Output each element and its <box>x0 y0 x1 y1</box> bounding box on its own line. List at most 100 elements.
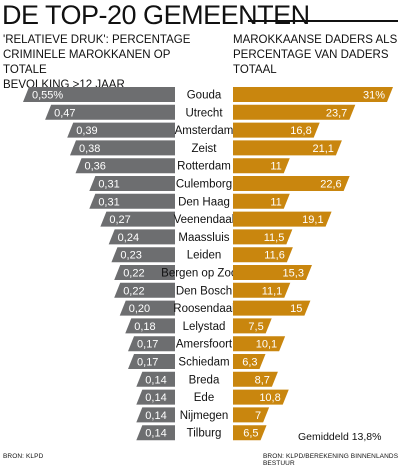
right-bar <box>233 371 278 387</box>
right-bar <box>233 336 286 352</box>
right-bar <box>233 354 266 369</box>
source-left: Bron: KLPD <box>3 453 44 460</box>
right-bar <box>233 158 290 174</box>
left-bar-label: 0,47 <box>54 107 75 119</box>
left-bar <box>108 229 175 245</box>
left-bar <box>67 122 175 138</box>
right-bar <box>233 282 291 298</box>
right-bar-label: 16,8 <box>290 125 311 137</box>
left-bar <box>136 407 175 423</box>
left-bar-label: 0,14 <box>145 392 166 404</box>
right-bar-label: 7 <box>255 410 261 422</box>
right-bar <box>233 300 311 316</box>
left-bar-label: 0,14 <box>145 410 166 422</box>
right-bar-label: 23,7 <box>326 107 347 119</box>
category-label: Utrecht <box>185 107 223 119</box>
category-label: Amsterdam <box>175 125 234 137</box>
right-subtitle: Marokkaanse daders als percentage van da… <box>233 34 398 76</box>
left-bar-label: 0,27 <box>109 214 130 226</box>
right-bar <box>233 87 393 102</box>
left-bar <box>114 265 175 280</box>
category-label: Bergen op Zoom <box>161 268 247 280</box>
right-bar <box>233 425 267 441</box>
left-bar-label: 0,38 <box>79 143 100 155</box>
right-bar-label: 22,6 <box>320 179 341 191</box>
category-label: Den Bosch <box>176 285 232 297</box>
category-label: Leiden <box>187 250 222 262</box>
right-bar <box>233 247 293 263</box>
left-bar <box>128 354 175 369</box>
left-bar <box>89 176 175 191</box>
left-bar <box>89 193 175 209</box>
left-bar-label: 0,31 <box>98 179 119 191</box>
right-bar-label: 10,1 <box>256 339 277 351</box>
left-bar-label: 0,17 <box>137 357 158 369</box>
category-label: Nijmegen <box>180 410 229 422</box>
right-bar-label: 11,5 <box>264 232 285 244</box>
category-label: Gouda <box>187 90 222 102</box>
left-bar-label: 0,17 <box>137 339 158 351</box>
right-bar-label: 8,7 <box>255 374 270 386</box>
category-label: Breda <box>189 374 220 386</box>
category-label: Culemborg <box>176 179 232 191</box>
right-bar <box>233 407 270 423</box>
right-bar-label: 6,3 <box>242 357 257 369</box>
left-bar <box>125 318 175 334</box>
left-bar-label: 0,20 <box>129 303 150 315</box>
left-bar-label: 0,23 <box>120 250 141 262</box>
category-label: Den Haag <box>178 196 230 208</box>
category-label: Roosendaal <box>173 303 234 315</box>
right-bar <box>233 211 332 227</box>
left-bar <box>23 87 175 102</box>
left-bar <box>136 371 175 387</box>
right-bar-label: 11,6 <box>264 250 285 262</box>
right-bar-label: 21,1 <box>312 143 333 155</box>
left-bar <box>100 211 175 227</box>
category-label: Ede <box>194 392 214 404</box>
left-bar <box>119 300 175 316</box>
category-label: Amersfoort <box>176 339 233 351</box>
left-bar-label: 0,55% <box>32 90 63 102</box>
left-bar-label: 0,18 <box>134 321 155 333</box>
category-label: Tilburg <box>187 428 222 440</box>
left-bar <box>136 389 175 405</box>
left-bar-label: 0,24 <box>118 232 139 244</box>
category-label: Lelystad <box>183 321 226 333</box>
category-label: Zeist <box>192 143 218 155</box>
average-label: Gemiddeld 13,8% <box>298 431 382 443</box>
category-label: Rotterdam <box>177 161 231 173</box>
left-bar-label: 0,14 <box>145 374 166 386</box>
right-bar-label: 10,8 <box>259 392 280 404</box>
left-bar-label: 0,39 <box>76 125 97 137</box>
right-bar-label: 11,1 <box>262 285 283 297</box>
right-bar <box>233 176 350 191</box>
right-bar-label: 11 <box>270 161 281 173</box>
left-bar <box>136 425 175 441</box>
source-right: Bron: KLPD/berekening Binnenlands Bestuu… <box>263 453 399 467</box>
category-label: Schiedam <box>178 357 229 369</box>
left-bar-label: 0,31 <box>98 196 119 208</box>
left-bar-label: 0,36 <box>85 161 106 173</box>
right-bar-label: 6,5 <box>243 428 258 440</box>
left-bar <box>111 247 175 263</box>
right-bar <box>233 140 342 156</box>
right-bar-label: 15,3 <box>283 268 304 280</box>
right-bar <box>233 389 289 405</box>
page-title: DE TOP-20 GEMEENTEN <box>2 0 310 30</box>
category-label: Maassluis <box>178 232 229 244</box>
left-bar <box>45 104 175 120</box>
left-bar <box>75 158 175 174</box>
right-bar <box>233 265 312 280</box>
left-bar-label: 0,22 <box>123 285 144 297</box>
right-bar-label: 7,5 <box>248 321 263 333</box>
right-bar <box>233 318 272 334</box>
left-bar <box>114 282 175 298</box>
right-bar <box>233 229 293 245</box>
left-bar-label: 0,22 <box>123 268 144 280</box>
right-bar-label: 19,1 <box>302 214 323 226</box>
left-bar-label: 0,14 <box>145 428 166 440</box>
right-bar-label: 15 <box>290 303 302 315</box>
left-bar <box>128 336 175 352</box>
right-bar-label: 31% <box>363 90 385 102</box>
